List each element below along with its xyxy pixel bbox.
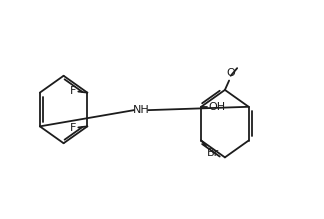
- Text: Br: Br: [207, 148, 219, 158]
- Text: O: O: [227, 68, 236, 78]
- Text: F: F: [70, 123, 76, 133]
- Text: NH: NH: [133, 105, 149, 115]
- Text: OH: OH: [208, 102, 226, 112]
- Text: F: F: [70, 86, 76, 96]
